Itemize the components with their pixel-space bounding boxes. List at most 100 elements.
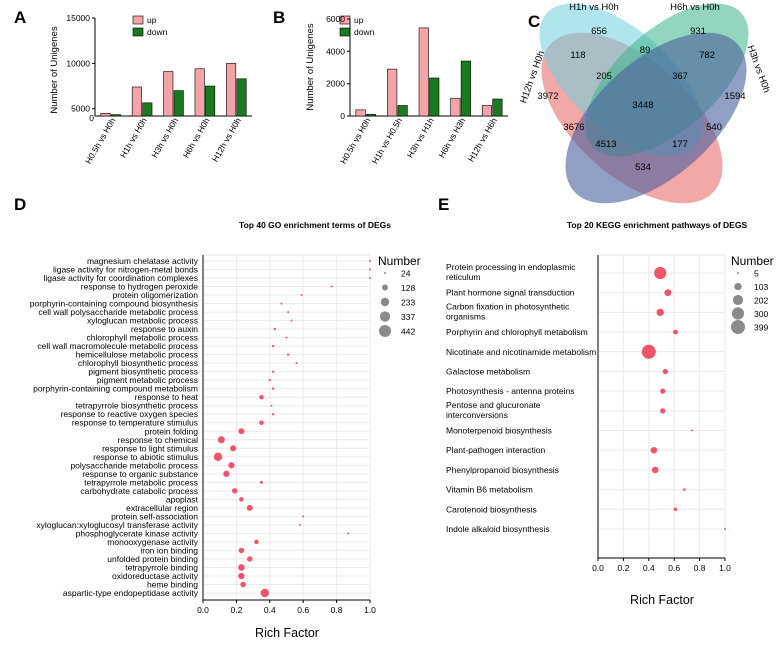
venn-region: 89 [640, 45, 651, 56]
x-tick-label: H1h vs H0h [118, 116, 149, 160]
x-tick-label: 1.0 [719, 563, 731, 573]
bar-up [100, 112, 111, 117]
enrichment-dot [662, 368, 668, 375]
term-label: xyloglucan metabolic process [87, 316, 198, 326]
x-tick-label: 0.8 [331, 605, 343, 615]
plot-area-frame [597, 254, 726, 559]
venn-ellipse-h3h [565, 32, 747, 204]
enrichment-dot [690, 429, 693, 432]
enrichment-dot [230, 445, 237, 452]
venn-region: 118 [570, 50, 585, 61]
bar-down [110, 114, 121, 117]
term-label: tetrapyrrole binding [125, 562, 198, 572]
bar-down [173, 90, 184, 117]
enrichment-dot [223, 470, 230, 477]
enrichment-dot [651, 466, 659, 474]
legend-size-label: 128 [401, 283, 415, 293]
x-tick-label: H0.5h vs H0h [83, 116, 118, 166]
enrichment-dot [660, 388, 666, 394]
legend-size-dot [379, 311, 391, 322]
enrichment-dot [231, 488, 238, 494]
legend-size-label: 5 [754, 269, 759, 279]
term-label: porphyrin-containing compound biosynthes… [30, 299, 198, 309]
pathway-label: Plant-pathogen interaction [446, 445, 546, 455]
legend-size-label: 24 [401, 269, 411, 279]
ylabel-b: Number of Unigenes [305, 23, 316, 110]
enrichment-dot [238, 572, 245, 580]
term-label: xyloglucan:xyloglucosyl transferase acti… [36, 520, 198, 530]
x-tick-label: 0.6 [297, 605, 309, 615]
enrichment-dot [295, 362, 298, 365]
legend-size-label: 442 [401, 327, 415, 337]
y-tick-label: 15000 [66, 13, 90, 23]
x-tick-label: 0.2 [617, 563, 629, 573]
term-label: tetrapyrrole biosynthetic process [76, 401, 198, 411]
enrichment-dot [650, 446, 658, 454]
legend-size-label: 337 [401, 312, 415, 322]
x-tick-label: H3h vs H1h [405, 116, 436, 160]
xlabel-d: Rich Factor [255, 626, 319, 640]
legend-size-dot [731, 320, 745, 334]
bar-down [397, 105, 408, 117]
enrichment-dot [673, 507, 678, 512]
enrichment-dot [228, 462, 235, 469]
legend-size-dot [732, 294, 744, 306]
term-label: polysaccharide metabolic process [70, 460, 198, 470]
legend-size-dot [731, 307, 745, 320]
term-label: oxidoreductase activity [112, 571, 199, 581]
x-tick-label: H0.5h vs H0h [338, 116, 373, 166]
venn-label-h1h: H1h vs H0h [569, 2, 619, 13]
x-tick-label: H12h vs H6h [466, 116, 499, 164]
bar-up [194, 68, 205, 117]
xlabel-e: Rich Factor [630, 593, 694, 607]
bar-up [481, 105, 493, 117]
pathway-label: Indole alkaloid biosynthesis [446, 524, 549, 534]
venn-region: 534 [635, 162, 651, 173]
enrichment-dot [271, 344, 275, 348]
y-tick-label: 6000 [326, 14, 345, 24]
term-label: cell wall macromolecule metabolic proces… [37, 341, 198, 351]
pathway-label: Monoterpenoid biosynthesis [446, 426, 552, 436]
bar-up [418, 27, 429, 117]
enrichment-dot [247, 556, 253, 562]
enrichment-dot [238, 564, 245, 571]
bar-chart-a: Number of Unigenes 0 up down 5000 10000 15… [49, 13, 252, 166]
bar-chart-b: Number of Unigenes up down 0 2000 4000 6000… [305, 14, 508, 166]
panel-letter-c: C [528, 12, 540, 31]
enrichment-dot [290, 319, 293, 322]
legend-size-label: 233 [401, 298, 415, 308]
bar-down [429, 77, 440, 117]
bar-up [163, 71, 174, 117]
go-dot-plot: Top 40 GO enrichment terms of DEGs Rich … [30, 220, 421, 640]
y-tick-label: 4000 [326, 46, 345, 56]
venn-region: 782 [699, 50, 715, 61]
x-tick-label: 0.0 [592, 563, 604, 573]
venn-region: 205 [596, 71, 612, 82]
pathway-label: Carotenoid biosynthesis [446, 504, 537, 514]
term-label: cell wall polysaccharide metabolic proce… [38, 307, 198, 317]
bar-down [492, 98, 503, 117]
panel-letter-b: B [273, 8, 285, 27]
enrichment-dot [280, 302, 283, 305]
venn-region: 177 [672, 139, 688, 150]
venn-region: 931 [690, 26, 706, 37]
venn-region: 3972 [537, 91, 558, 102]
enrichment-dot [286, 353, 290, 356]
venn-region: 656 [591, 26, 607, 37]
term-label: monooxygenase activity [107, 537, 198, 547]
term-label: phosphoglycerate kinase activity [76, 528, 199, 538]
legend-label-up-a: up [147, 15, 157, 25]
enrichment-dot [238, 428, 245, 435]
panel-letter-a: A [14, 8, 26, 27]
term-label: response to reactive oxygen species [61, 409, 199, 419]
term-label: protein oligomerization [112, 290, 198, 300]
term-label: response to light stimulus [102, 443, 198, 453]
term-label: chlorophyll biosynthetic process [78, 358, 198, 368]
term-label: iron ion binding [140, 545, 198, 555]
title-e: Top 20 KEGG enrichment pathways of DEGS [567, 220, 748, 230]
term-label: aspartic-type endopeptidase activity [63, 588, 199, 598]
pathway-label: Galactose metabolism [446, 366, 530, 376]
pathway-label: Plant hormone signal transduction [446, 288, 575, 298]
panel-letter-d: D [14, 195, 26, 214]
